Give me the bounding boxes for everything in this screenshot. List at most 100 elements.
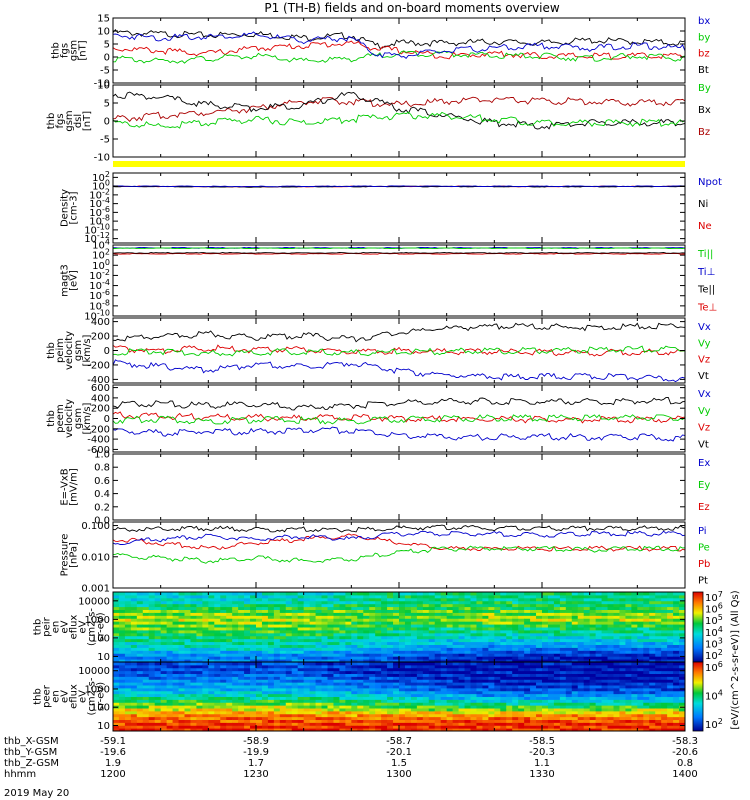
spectrogram-cell — [673, 609, 680, 613]
y-tick-label: 10 — [97, 81, 110, 92]
spectrogram-cell — [565, 687, 573, 692]
spectrogram-cell — [571, 609, 579, 613]
spectrogram-cell — [524, 673, 531, 677]
spectrogram-cell — [345, 670, 352, 675]
spectrogram-cell — [536, 615, 543, 619]
spectrogram-cell — [559, 653, 567, 657]
spectrogram-cell — [369, 644, 376, 648]
spectrogram-cell — [637, 687, 644, 692]
spectrogram-cell — [351, 635, 358, 640]
spectrogram-cell — [136, 606, 144, 610]
spectrogram-cell — [250, 609, 257, 613]
spectrogram-cell — [339, 667, 346, 672]
spectrogram-cell — [434, 659, 442, 663]
spectrogram-cell — [464, 716, 471, 721]
spectrogram-cell — [208, 627, 215, 631]
spectrogram-cell — [518, 662, 525, 666]
spectrogram-cell — [476, 644, 483, 648]
spectrogram-cell — [595, 653, 603, 657]
spectrogram-cell — [512, 659, 519, 663]
spectrogram-cell — [154, 656, 162, 660]
spectrogram-cell — [285, 676, 293, 680]
spectrogram-cell — [267, 592, 275, 596]
spectrogram-cell — [410, 618, 418, 622]
spectrogram-cell — [393, 606, 400, 610]
spectrogram-cell — [428, 653, 436, 657]
spectrogram-cell — [142, 612, 150, 616]
y-axis-label: thb — [51, 42, 62, 59]
spectrogram-cell — [631, 612, 638, 616]
spectrogram-cell — [524, 627, 531, 631]
spectrogram-cell — [297, 693, 305, 698]
y-tick-label: 5 — [104, 99, 110, 110]
spectrogram-cell — [536, 641, 543, 645]
spectrogram-cell — [196, 662, 203, 666]
spectrogram-cell — [410, 679, 418, 683]
spectrogram-cell — [607, 696, 614, 700]
spectrogram-cell — [607, 621, 614, 625]
spectrogram-cell — [416, 699, 424, 703]
spectrogram-cell — [559, 708, 567, 712]
spectrogram-cell — [238, 667, 245, 672]
spectrogram-cell — [148, 600, 156, 605]
spectrogram-cell — [494, 635, 501, 640]
spectrogram-cell — [184, 673, 191, 677]
spectrogram-cell — [387, 725, 394, 729]
y-axis-label: [km/s] — [82, 334, 93, 366]
spectrogram-cell — [655, 710, 662, 715]
spectrogram-cell — [434, 713, 442, 718]
series-line-vy — [112, 345, 686, 357]
spectrogram-cell — [643, 662, 650, 666]
spectrogram-cell — [661, 603, 668, 608]
spectrogram-cell — [428, 685, 436, 689]
spectrogram-cell — [553, 719, 561, 723]
spectrogram-cell — [679, 653, 686, 657]
spectrogram-cell — [565, 673, 573, 677]
spectrogram-cell — [357, 679, 364, 683]
spectrogram-cell — [571, 685, 579, 689]
spectrogram-cell — [178, 679, 185, 683]
spectrogram-cell — [279, 618, 287, 622]
spectrogram-cell — [244, 603, 251, 608]
spectrogram-cell — [142, 679, 150, 683]
spectrogram-cell — [256, 696, 263, 700]
spectrogram-cell — [440, 676, 448, 680]
spectrogram-cell — [536, 664, 543, 669]
spectrogram-cell — [315, 667, 323, 672]
spectrogram-cell — [512, 656, 519, 660]
spectrogram-cell — [416, 673, 424, 677]
spectrogram-cell — [196, 679, 203, 683]
spectrogram-cell — [446, 653, 454, 657]
spectrogram-cell — [136, 621, 144, 625]
spectrogram-cell — [196, 606, 203, 610]
spectrogram-cell — [333, 690, 340, 695]
spectrogram-cell — [625, 679, 632, 683]
spectrogram-cell — [595, 632, 603, 637]
spectrogram-cell — [506, 609, 513, 613]
spectrogram-cell — [321, 682, 328, 686]
spectrogram-cell — [118, 725, 126, 729]
y-tick-label: 0.8 — [94, 463, 110, 474]
spectrogram-cell — [655, 615, 662, 619]
spectrogram-cell — [488, 685, 495, 689]
spectrogram-cell — [256, 641, 263, 645]
spectrogram-cell — [387, 594, 394, 599]
spectrogram-cell — [643, 635, 650, 640]
spectrogram-cell — [506, 594, 513, 599]
spectrogram-cell — [375, 699, 382, 703]
spectrogram-cell — [118, 722, 126, 726]
spectrogram-cell — [679, 632, 686, 637]
spectrogram-cell — [232, 676, 239, 680]
spectrogram-cell — [130, 638, 138, 643]
spectrogram-cell — [148, 725, 156, 729]
y-tick-label: 200 — [91, 332, 110, 343]
spectrogram-cell — [512, 606, 519, 610]
spectrogram-cell — [267, 644, 275, 648]
spectrogram-cell — [244, 719, 251, 723]
spectrogram-cell — [214, 722, 221, 726]
spectrogram-cell — [130, 713, 138, 718]
spectrogram-cell — [321, 621, 328, 625]
spectrogram-cell — [643, 638, 650, 643]
spectrogram-cell — [184, 656, 191, 660]
spectrogram-cell — [267, 662, 275, 666]
